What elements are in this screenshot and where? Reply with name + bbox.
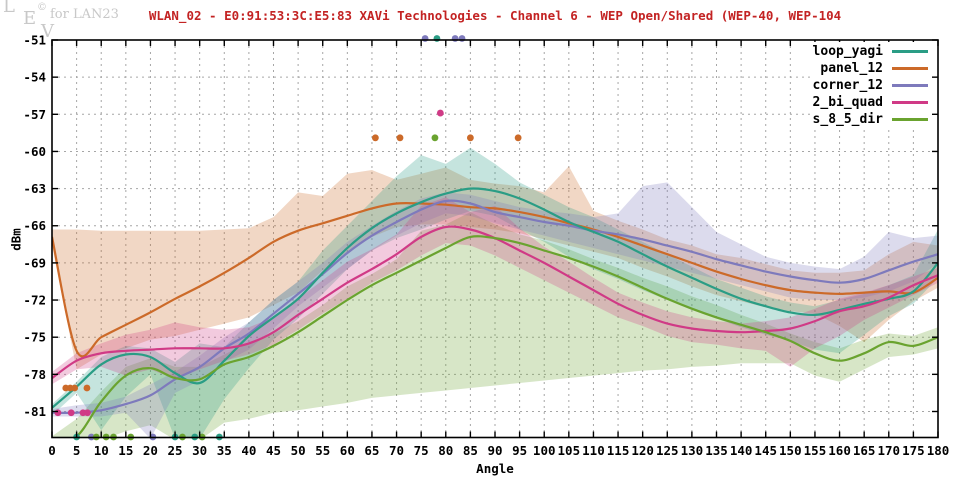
svg-text:-60: -60 <box>23 144 46 159</box>
legend-label: loop_yagi <box>812 44 883 59</box>
svg-text:130: 130 <box>681 443 704 458</box>
legend-line-swatch <box>892 101 928 104</box>
legend-label: corner_12 <box>812 78 883 93</box>
legend-item-loop-yagi: loop_yagi <box>813 43 928 60</box>
svg-text:25: 25 <box>168 443 183 458</box>
svg-text:-75: -75 <box>23 330 46 345</box>
x-axis-label: Angle <box>476 461 514 476</box>
svg-text:-54: -54 <box>23 70 46 85</box>
svg-text:60: 60 <box>340 443 355 458</box>
svg-text:-72: -72 <box>23 293 46 308</box>
svg-text:115: 115 <box>607 443 630 458</box>
svg-text:110: 110 <box>582 443 605 458</box>
svg-text:10: 10 <box>94 443 109 458</box>
svg-text:35: 35 <box>217 443 232 458</box>
watermark-letter: L <box>3 0 15 17</box>
copyright-icon: © <box>37 2 47 13</box>
svg-text:80: 80 <box>438 443 453 458</box>
watermark-text: for LAN23 <box>50 7 119 22</box>
svg-text:165: 165 <box>853 443 876 458</box>
svg-text:75: 75 <box>414 443 429 458</box>
svg-text:140: 140 <box>730 443 753 458</box>
legend-label: s_8_5_dir <box>812 112 883 127</box>
svg-text:120: 120 <box>631 443 654 458</box>
legend-label: 2_bi_quad <box>812 95 883 110</box>
svg-text:170: 170 <box>877 443 900 458</box>
svg-text:-63: -63 <box>23 181 46 196</box>
legend-line-swatch <box>892 50 928 53</box>
legend-item-corner-12: corner_12 <box>813 77 928 94</box>
svg-text:55: 55 <box>315 443 330 458</box>
legend-item-s-8-5-dir: s_8_5_dir <box>813 111 928 128</box>
legend-item-panel-12: panel_12 <box>813 60 928 77</box>
svg-text:65: 65 <box>364 443 379 458</box>
svg-text:70: 70 <box>389 443 404 458</box>
svg-text:160: 160 <box>828 443 851 458</box>
svg-text:125: 125 <box>656 443 679 458</box>
svg-text:105: 105 <box>558 443 581 458</box>
y-axis-label: dBm <box>8 228 24 251</box>
svg-text:0: 0 <box>48 443 56 458</box>
legend-item-2-bi-quad: 2_bi_quad <box>813 94 928 111</box>
svg-text:90: 90 <box>487 443 502 458</box>
svg-text:145: 145 <box>754 443 777 458</box>
svg-text:155: 155 <box>804 443 827 458</box>
svg-text:-51: -51 <box>23 33 46 48</box>
svg-text:135: 135 <box>705 443 728 458</box>
svg-text:20: 20 <box>143 443 158 458</box>
svg-text:180: 180 <box>927 443 950 458</box>
legend-line-swatch <box>892 67 928 70</box>
svg-text:30: 30 <box>192 443 207 458</box>
svg-text:50: 50 <box>291 443 306 458</box>
svg-text:40: 40 <box>241 443 256 458</box>
svg-text:-78: -78 <box>23 367 46 382</box>
svg-text:-81: -81 <box>23 404 46 419</box>
svg-text:-69: -69 <box>23 255 46 270</box>
watermark-letter: E <box>23 8 37 29</box>
svg-text:85: 85 <box>463 443 478 458</box>
svg-text:95: 95 <box>512 443 527 458</box>
chart-title: WLAN_02 - E0:91:53:3C:E5:83 XAVi Technol… <box>148 8 842 23</box>
svg-text:100: 100 <box>533 443 556 458</box>
svg-text:45: 45 <box>266 443 281 458</box>
legend-line-swatch <box>892 118 928 121</box>
svg-text:175: 175 <box>902 443 925 458</box>
legend-label: panel_12 <box>820 61 883 76</box>
svg-text:15: 15 <box>118 443 133 458</box>
watermark-letter: V <box>41 21 54 42</box>
legend-line-swatch <box>892 84 928 87</box>
watermark: L E © for LAN23 V <box>0 0 130 46</box>
svg-text:-57: -57 <box>23 107 46 122</box>
svg-text:5: 5 <box>73 443 81 458</box>
svg-text:150: 150 <box>779 443 802 458</box>
svg-text:-66: -66 <box>23 218 46 233</box>
legend: loop_yagi panel_12 corner_12 2_bi_quad s… <box>810 42 930 129</box>
